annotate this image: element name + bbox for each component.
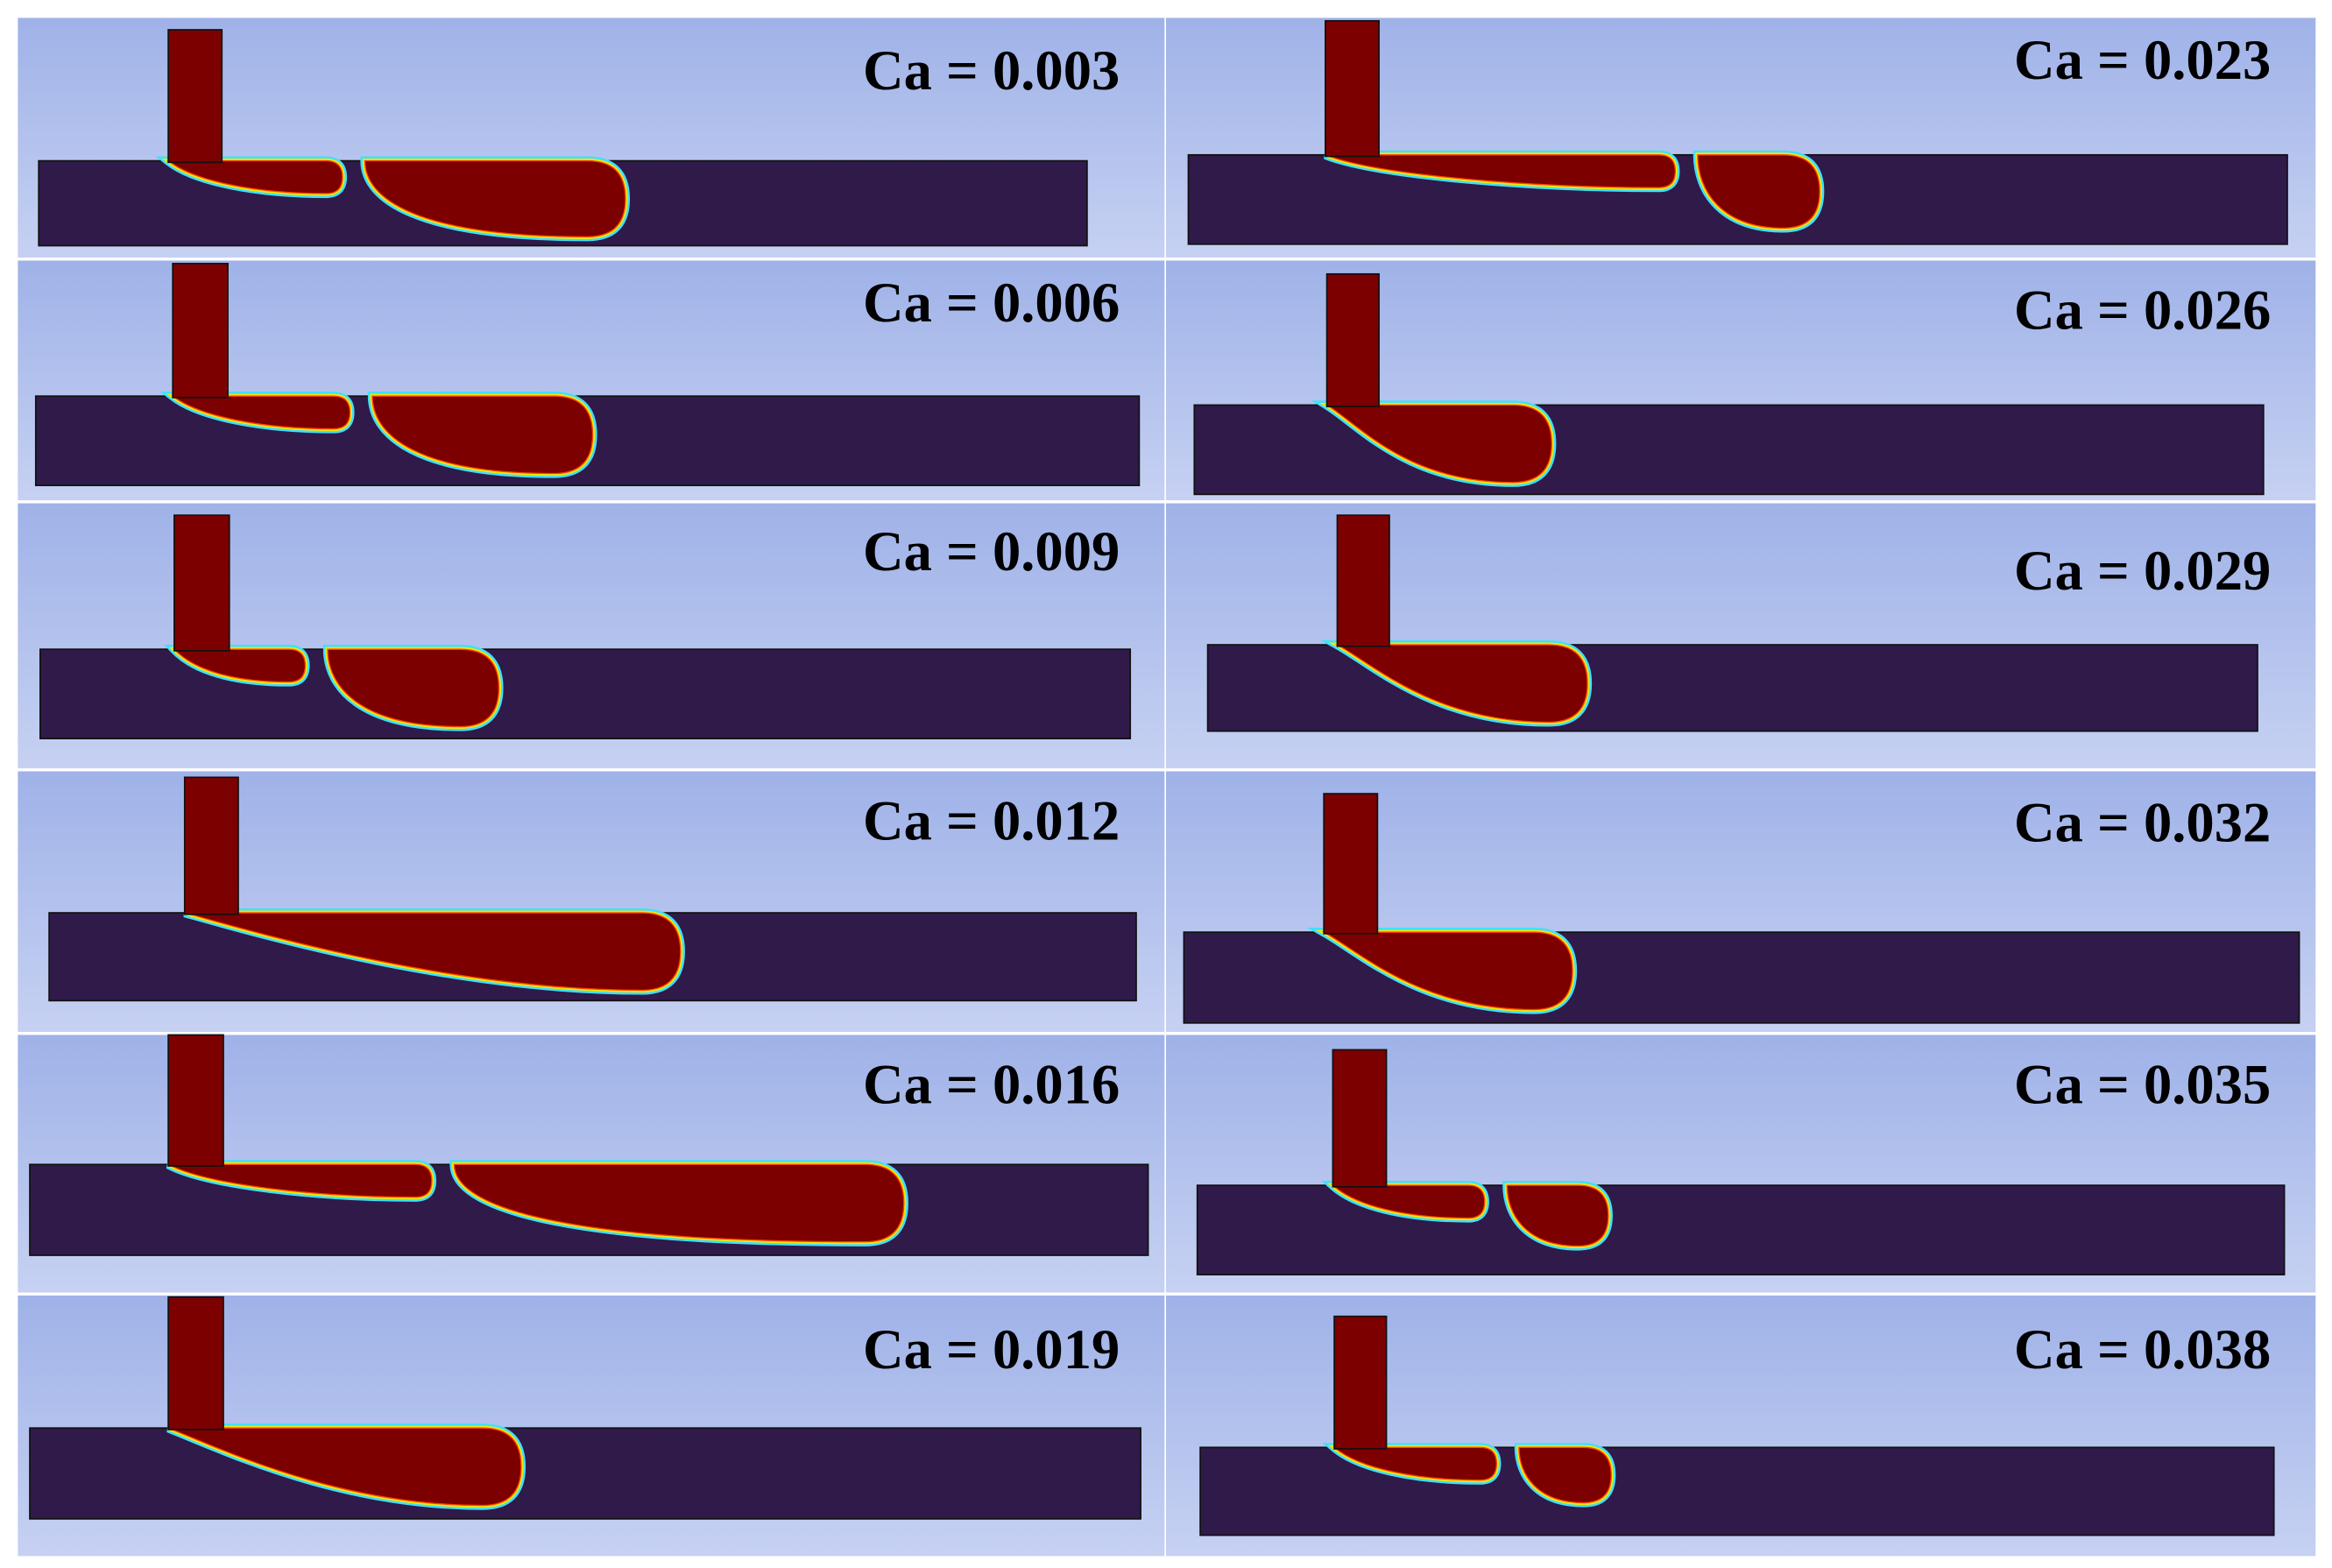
channel bbox=[39, 648, 1132, 740]
droplet bbox=[184, 912, 682, 992]
ca-label: Ca = 0.023 bbox=[2014, 28, 2271, 91]
droplet bbox=[167, 1427, 522, 1507]
inlet bbox=[1325, 272, 1380, 407]
ca-label: Ca = 0.026 bbox=[2014, 279, 2271, 342]
inlet bbox=[1333, 1315, 1388, 1450]
droplet bbox=[1518, 1446, 1612, 1504]
droplet bbox=[371, 395, 594, 475]
droplet bbox=[1697, 154, 1820, 230]
droplet bbox=[453, 1163, 905, 1243]
ca-label: Ca = 0.003 bbox=[863, 39, 1120, 102]
droplet bbox=[1321, 931, 1573, 1011]
ca-label: Ca = 0.009 bbox=[863, 519, 1120, 583]
ca-label: Ca = 0.035 bbox=[2014, 1053, 2271, 1116]
inlet bbox=[183, 776, 239, 915]
inlet bbox=[167, 29, 223, 164]
droplet bbox=[1325, 404, 1552, 484]
ca-label: Ca = 0.019 bbox=[863, 1317, 1120, 1381]
droplet bbox=[1506, 1184, 1609, 1247]
droplet bbox=[1332, 1446, 1498, 1481]
droplet bbox=[166, 159, 343, 194]
ca-label: Ca = 0.032 bbox=[2014, 790, 2271, 853]
droplet bbox=[173, 648, 307, 683]
ca-label: Ca = 0.006 bbox=[863, 271, 1120, 334]
ca-label: Ca = 0.012 bbox=[863, 789, 1120, 852]
inlet bbox=[167, 1034, 224, 1167]
droplet bbox=[167, 1163, 433, 1198]
ca-label: Ca = 0.029 bbox=[2014, 539, 2271, 602]
channel bbox=[29, 1427, 1141, 1520]
droplet bbox=[171, 395, 351, 430]
ca-label: Ca = 0.038 bbox=[2014, 1317, 2271, 1381]
droplet bbox=[1325, 154, 1677, 188]
inlet bbox=[1325, 19, 1380, 158]
inlet bbox=[1323, 793, 1379, 935]
droplet bbox=[1334, 644, 1588, 724]
inlet bbox=[1332, 1049, 1388, 1188]
inlet bbox=[167, 1296, 224, 1430]
droplet bbox=[327, 648, 500, 728]
ca-label: Ca = 0.016 bbox=[863, 1053, 1120, 1116]
droplet bbox=[1331, 1184, 1486, 1219]
inlet bbox=[172, 263, 229, 399]
droplet bbox=[364, 159, 626, 237]
inlet bbox=[173, 514, 230, 652]
inlet bbox=[1336, 514, 1390, 647]
